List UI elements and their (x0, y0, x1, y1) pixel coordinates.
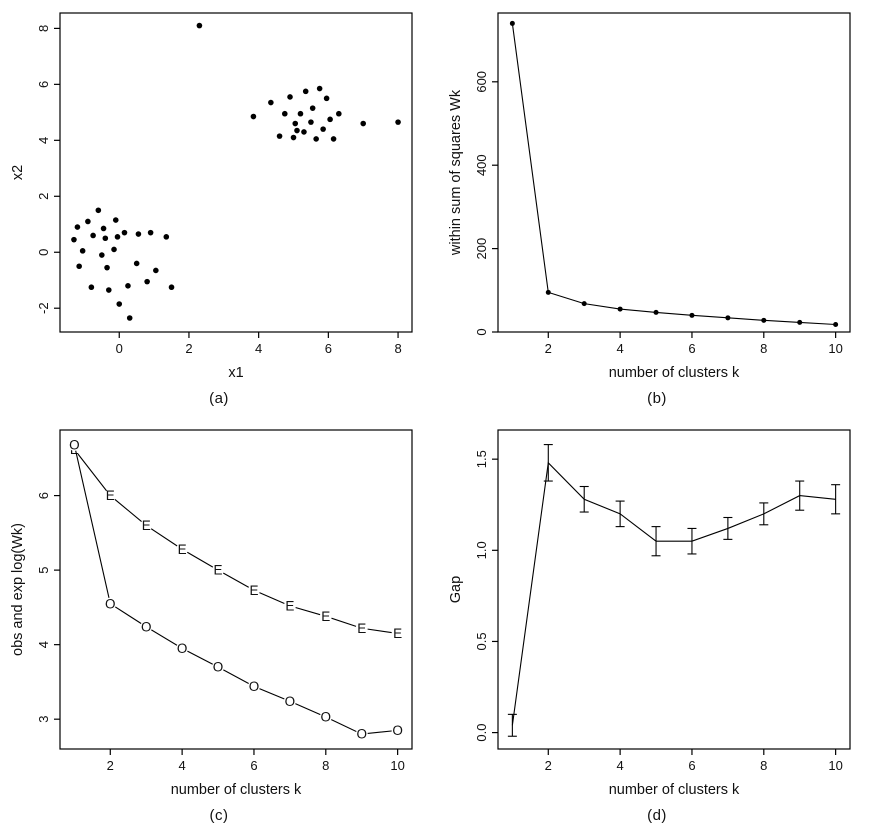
svg-text:O: O (177, 641, 188, 656)
svg-text:Gap: Gap (448, 576, 464, 603)
wk-curve-plot-b: 2 4 6 8 10 0 200 400 600 number of clusters k with… (448, 12, 851, 381)
svg-text:O: O (141, 619, 152, 634)
obs-exp-logwk-plot-c: 2 4 6 8 10 3 4 5 6 number of clusters k obs and ex… (10, 429, 413, 798)
svg-text:E: E (249, 583, 258, 598)
svg-text:E: E (142, 518, 151, 533)
svg-text:8: 8 (394, 341, 401, 356)
svg-text:O: O (69, 438, 80, 453)
svg-text:O: O (249, 679, 260, 694)
svg-text:0: 0 (116, 341, 123, 356)
svg-text:E: E (285, 598, 294, 613)
svg-text:O: O (285, 694, 296, 709)
svg-text:4: 4 (255, 341, 262, 356)
caption-c: (c) (209, 807, 229, 824)
gap-statistic-plot-d: 2 4 6 8 10 0.0 0.5 1.0 1.5 number of clusters k Ga… (448, 429, 851, 798)
svg-text:8: 8 (760, 341, 767, 356)
panel-b: 2 4 6 8 10 0 200 400 600 number of clusters k with… (438, 0, 876, 417)
svg-text:10: 10 (828, 341, 842, 356)
svg-text:4: 4 (617, 758, 624, 773)
svg-text:4: 4 (36, 641, 51, 648)
svg-text:10: 10 (828, 758, 842, 773)
caption-a: (a) (209, 390, 229, 407)
svg-text:2: 2 (36, 193, 51, 200)
svg-text:2: 2 (185, 341, 192, 356)
svg-text:600: 600 (474, 71, 489, 93)
svg-text:1.0: 1.0 (474, 541, 489, 559)
svg-text:x1: x1 (228, 365, 243, 381)
svg-text:2: 2 (545, 758, 552, 773)
caption-b: (b) (647, 390, 667, 407)
svg-text:-2: -2 (36, 302, 51, 314)
svg-text:6: 6 (250, 758, 257, 773)
svg-text:6: 6 (325, 341, 332, 356)
svg-text:E: E (393, 626, 402, 641)
svg-text:obs and exp log(Wk): obs and exp log(Wk) (10, 523, 26, 656)
svg-text:8: 8 (36, 25, 51, 32)
svg-text:2: 2 (107, 758, 114, 773)
svg-text:400: 400 (474, 154, 489, 176)
svg-text:200: 200 (474, 238, 489, 260)
svg-text:E: E (214, 563, 223, 578)
svg-text:E: E (178, 542, 187, 557)
svg-text:0.5: 0.5 (474, 632, 489, 650)
svg-text:6: 6 (688, 758, 695, 773)
svg-text:6: 6 (36, 492, 51, 499)
svg-text:O: O (321, 710, 332, 725)
svg-text:E: E (357, 621, 366, 636)
svg-text:6: 6 (688, 341, 695, 356)
svg-text:x2: x2 (10, 165, 26, 180)
svg-text:6: 6 (36, 81, 51, 88)
svg-text:number of clusters k: number of clusters k (171, 782, 302, 798)
svg-text:5: 5 (36, 567, 51, 574)
scatter-plot-a: 0 2 4 6 8 -2 0 2 4 6 8 x1 x2 (10, 12, 413, 381)
caption-d: (d) (647, 807, 667, 824)
svg-text:O: O (213, 660, 224, 675)
svg-text:0: 0 (36, 249, 51, 256)
svg-text:number of clusters k: number of clusters k (609, 365, 740, 381)
svg-text:8: 8 (322, 758, 329, 773)
svg-text:O: O (356, 727, 367, 742)
svg-text:within sum of squares Wk: within sum of squares Wk (448, 89, 464, 256)
svg-text:0.0: 0.0 (474, 724, 489, 742)
svg-text:2: 2 (545, 341, 552, 356)
svg-text:4: 4 (36, 137, 51, 144)
svg-text:8: 8 (760, 758, 767, 773)
svg-text:O: O (392, 723, 403, 738)
svg-text:1.5: 1.5 (474, 450, 489, 468)
svg-text:0: 0 (474, 328, 489, 335)
panel-c: 2 4 6 8 10 3 4 5 6 number of clusters k obs and ex… (0, 417, 438, 834)
panel-a: 0 2 4 6 8 -2 0 2 4 6 8 x1 x2 (a) (0, 0, 438, 417)
svg-text:4: 4 (179, 758, 186, 773)
svg-text:E: E (321, 609, 330, 624)
panel-d: 2 4 6 8 10 0.0 0.5 1.0 1.5 number of clusters k Ga… (438, 417, 876, 834)
svg-text:E: E (106, 488, 115, 503)
svg-text:O: O (105, 596, 116, 611)
svg-text:4: 4 (617, 341, 624, 356)
svg-text:3: 3 (36, 716, 51, 723)
svg-text:10: 10 (390, 758, 404, 773)
svg-text:number of clusters k: number of clusters k (609, 782, 740, 798)
